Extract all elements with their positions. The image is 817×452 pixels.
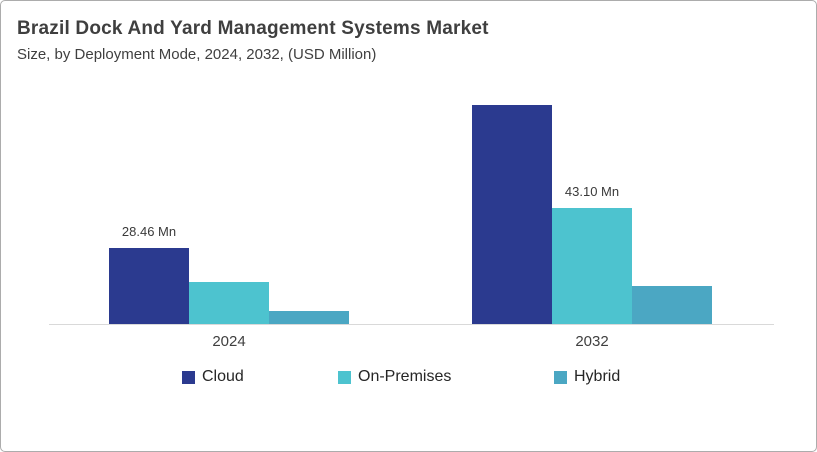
chart-title: Brazil Dock And Yard Management Systems … — [17, 18, 489, 39]
bar-2032-cloud — [472, 105, 552, 324]
bar-2024-cloud — [109, 248, 189, 324]
bar-2032-hybrid — [632, 286, 712, 324]
legend-item-on-premises: On-Premises — [338, 368, 451, 386]
bar-2024-on-premises — [189, 282, 269, 324]
value-label-2024-cloud: 28.46 Mn — [121, 224, 177, 239]
x-axis-label-2032: 2032 — [575, 333, 609, 350]
legend-item-hybrid: Hybrid — [554, 368, 620, 386]
chart-subtitle: Size, by Deployment Mode, 2024, 2032, (U… — [17, 46, 377, 63]
x-axis-label-2024: 2024 — [212, 333, 246, 350]
legend: Cloud On-Premises Hybrid — [1, 368, 816, 390]
legend-swatch-cloud — [182, 370, 195, 384]
legend-swatch-on-premises — [338, 370, 351, 384]
legend-item-cloud: Cloud — [182, 368, 244, 386]
legend-label-hybrid: Hybrid — [574, 368, 621, 385]
legend-label-on-premises: On-Premises — [358, 368, 452, 385]
bar-2032-on-premises — [552, 208, 632, 324]
value-label-2032-on-premises: 43.10 Mn — [564, 184, 620, 199]
legend-label-cloud: Cloud — [202, 368, 244, 385]
x-axis-line — [49, 324, 774, 325]
bar-2024-hybrid — [269, 311, 349, 324]
legend-swatch-hybrid — [554, 370, 567, 384]
